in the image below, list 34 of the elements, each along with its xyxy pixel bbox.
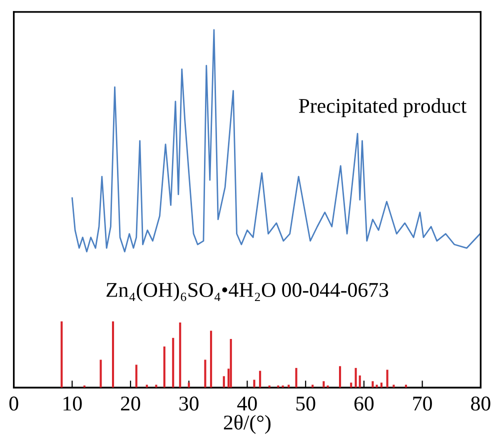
bar	[372, 381, 374, 388]
x-tick-label: 20	[121, 396, 140, 411]
series-label: Precipitated product	[298, 98, 467, 118]
series-label: Zn₄(OH)₆SO₄•4H₂O 00-044-0673	[106, 282, 388, 302]
bar	[172, 338, 174, 388]
bar	[253, 380, 256, 388]
x-tick-label: 60	[354, 396, 374, 411]
bar	[163, 346, 166, 388]
bar	[179, 322, 182, 388]
bar	[322, 381, 325, 388]
x-tick-label: 70	[413, 396, 432, 411]
bar	[222, 376, 225, 388]
bar	[60, 321, 63, 388]
bar	[354, 368, 357, 388]
x-tick-label: 80	[471, 396, 490, 411]
bar	[135, 364, 138, 388]
bar	[339, 366, 342, 388]
bar	[210, 330, 212, 388]
bar	[358, 375, 361, 388]
bar	[100, 360, 102, 388]
x-tick-label: 40	[237, 396, 257, 411]
bar	[204, 360, 206, 388]
bar	[259, 370, 262, 388]
bar	[380, 382, 382, 388]
bar	[112, 321, 114, 388]
x-tick-label: 30	[179, 396, 199, 411]
bar	[230, 338, 232, 388]
bar	[295, 368, 298, 388]
bar	[386, 370, 388, 388]
x-tick-label: 0	[9, 396, 18, 411]
x-tick-label: 10	[64, 396, 82, 411]
x-tick-label: 50	[296, 396, 316, 411]
bar	[350, 382, 352, 388]
x-axis-title: 2θ/(°)	[224, 414, 271, 434]
